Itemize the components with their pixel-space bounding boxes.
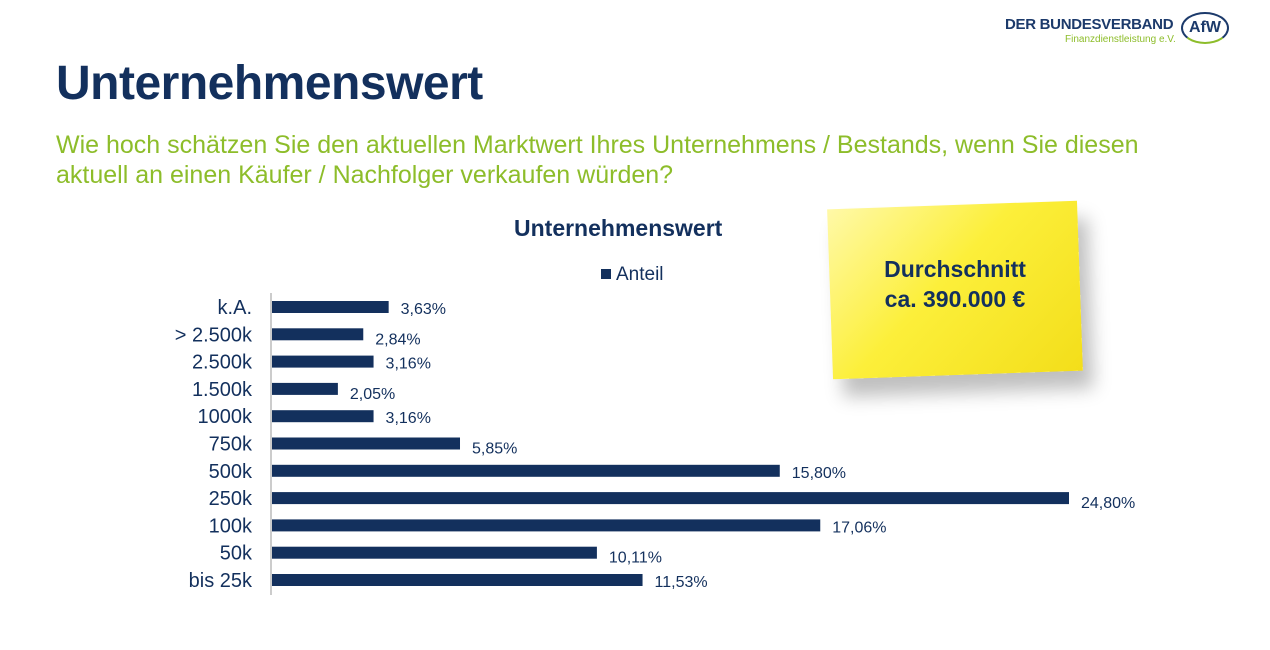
bar <box>272 410 374 423</box>
chart-title: Unternehmenswert <box>514 215 723 241</box>
data-label: 11,53% <box>655 574 708 591</box>
category-label: 1000k <box>198 406 253 428</box>
data-label: 3,16% <box>386 356 431 373</box>
category-label: 250k <box>209 488 253 510</box>
bar <box>272 492 1069 505</box>
legend-label: Anteil <box>616 264 664 285</box>
category-label: 500k <box>209 461 253 483</box>
logo-line1: DER BUNDESVERBAND <box>1005 16 1174 33</box>
category-label: 1.500k <box>192 379 253 401</box>
data-label: 3,16% <box>386 410 431 427</box>
legend-swatch <box>601 269 611 279</box>
data-label: 5,85% <box>472 441 517 458</box>
question-subtitle: Wie hoch schätzen Sie den aktuellen Mark… <box>56 131 1139 189</box>
bar <box>272 437 461 450</box>
data-label: 15,80% <box>792 465 846 482</box>
category-label: k.A. <box>218 297 252 319</box>
average-note: Durchschnitt ca. 390.000 € <box>830 254 1080 314</box>
category-label: 2.500k <box>192 352 253 374</box>
bar <box>272 519 821 532</box>
category-label: 100k <box>209 515 253 537</box>
bar <box>272 574 643 586</box>
bar <box>272 328 364 341</box>
category-label: 50k <box>220 543 253 565</box>
bar <box>272 382 338 395</box>
category-label: > 2.500k <box>175 324 253 346</box>
category-label: 750k <box>209 434 253 456</box>
data-label: 10,11% <box>609 550 662 567</box>
note-line2: ca. 390.000 € <box>884 286 1026 312</box>
bar <box>272 546 597 559</box>
chart-legend: Anteil <box>601 264 664 286</box>
bar <box>272 301 389 313</box>
note-line1: Durchschnitt <box>884 256 1026 282</box>
bar <box>272 355 374 368</box>
data-label: 17,06% <box>832 519 886 536</box>
category-label: bis 25k <box>189 570 253 592</box>
logo-line2: Finanzdienstleistung e.V. <box>1065 34 1176 45</box>
data-label: 24,80% <box>1081 495 1135 512</box>
bar <box>272 464 780 477</box>
page-title: Unternehmenswert <box>56 57 483 110</box>
data-label: 2,05% <box>350 386 395 403</box>
data-label: 2,84% <box>375 331 420 348</box>
logo-mark: AfW <box>1181 12 1229 44</box>
data-label: 3,63% <box>401 301 446 318</box>
